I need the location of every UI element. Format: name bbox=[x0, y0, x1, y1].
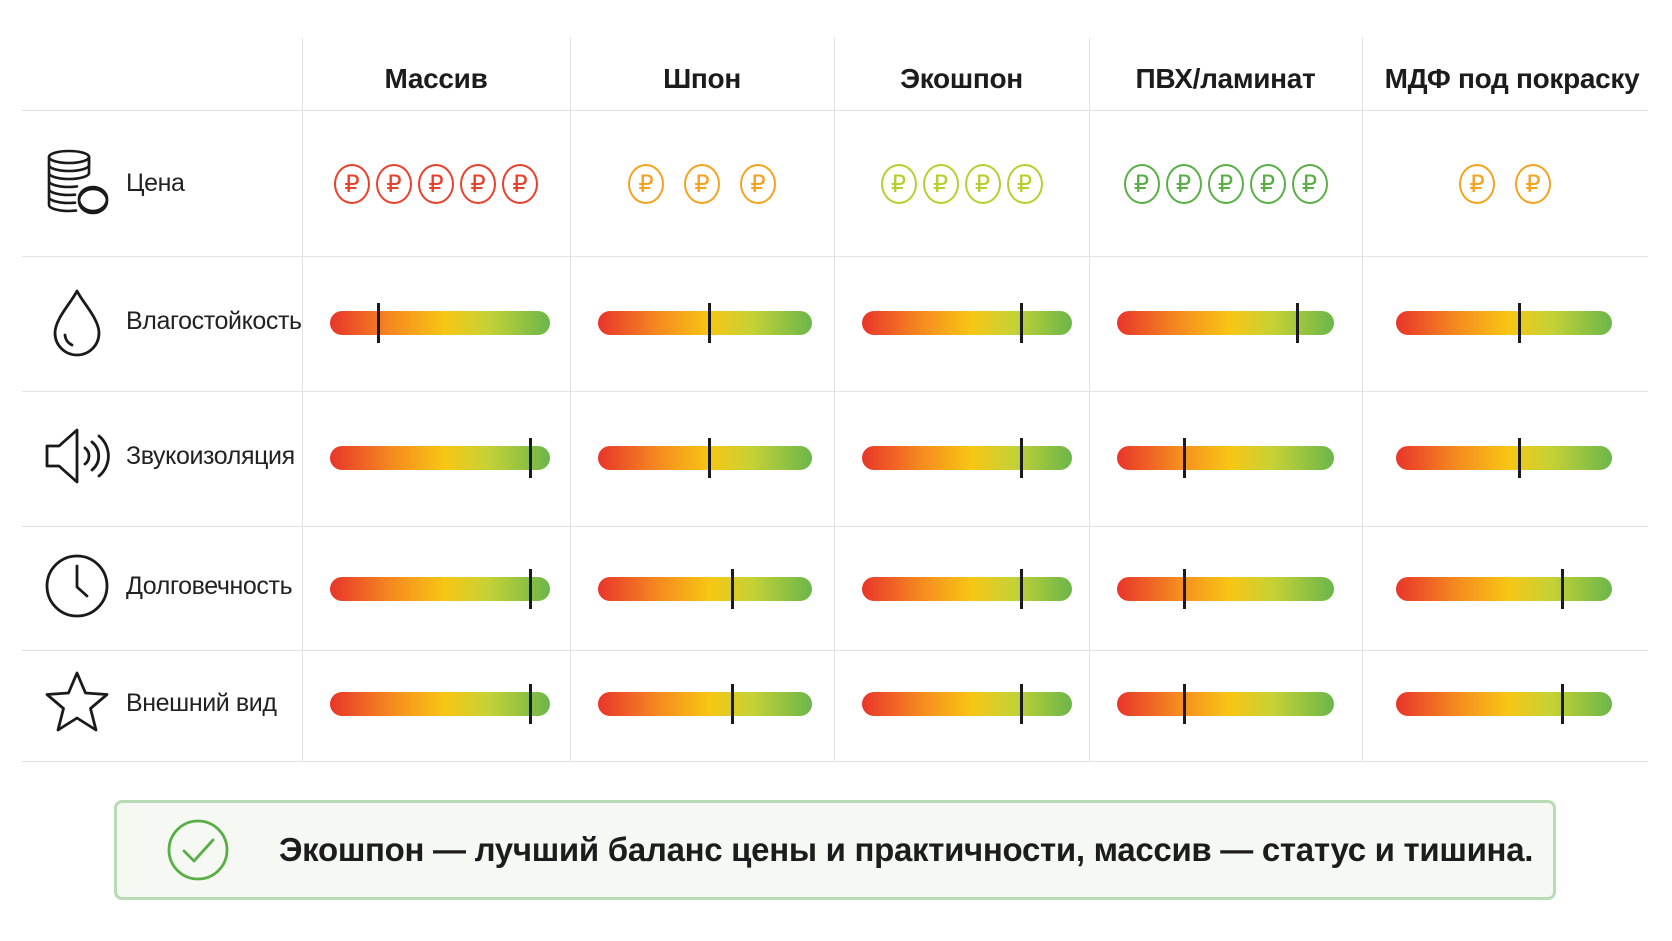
rating-marker bbox=[731, 684, 735, 724]
rating-scale-bar bbox=[1396, 438, 1612, 478]
column-header-massiv: Массив bbox=[384, 63, 488, 94]
conclusion-text: Экошпон — лучший баланс цены и практично… bbox=[279, 831, 1534, 868]
water-drop-icon bbox=[40, 284, 114, 358]
row-label-sound-insulation: Звукоизоляция bbox=[40, 419, 295, 493]
row-divider bbox=[22, 526, 1648, 527]
rating-marker bbox=[1517, 303, 1521, 343]
rating-marker bbox=[1560, 569, 1564, 609]
rating-scale-bar bbox=[1117, 684, 1334, 724]
ruble-coin-icon: ₽ bbox=[1459, 164, 1495, 204]
ruble-coin-icon: ₽ bbox=[376, 164, 412, 204]
ruble-coin-icon: ₽ bbox=[684, 164, 720, 204]
rating-scale-bar bbox=[1117, 303, 1334, 343]
rating-marker bbox=[1182, 684, 1186, 724]
row-label-durability: Долговечность bbox=[40, 549, 295, 623]
ruble-coin-icon: ₽ bbox=[1006, 164, 1043, 204]
price-rating-massiv: ₽ ₽ ₽ ₽ ₽ bbox=[302, 162, 570, 206]
rating-marker bbox=[731, 569, 735, 609]
ruble-coin-icon: ₽ bbox=[964, 164, 1001, 204]
rating-scale-bar bbox=[330, 684, 550, 724]
ruble-coin-icon: ₽ bbox=[334, 164, 370, 204]
rating-marker bbox=[1020, 569, 1024, 609]
rating-scale-bar bbox=[1117, 438, 1334, 478]
header-divider bbox=[22, 110, 1648, 111]
rating-marker bbox=[1517, 438, 1521, 478]
rating-marker bbox=[1020, 438, 1024, 478]
column-header-shpon: Шпон bbox=[663, 63, 741, 94]
price-rating-mdf: ₽ ₽ bbox=[1362, 162, 1648, 206]
row-label-price: Цена bbox=[40, 146, 295, 220]
row-divider bbox=[22, 391, 1648, 392]
rating-scale-bar bbox=[1396, 303, 1612, 343]
rating-scale-bar bbox=[1117, 569, 1334, 609]
price-rating-ekoshpon: ₽ ₽ ₽ ₽ bbox=[834, 162, 1089, 206]
row-divider bbox=[22, 256, 1648, 257]
column-divider bbox=[1362, 38, 1363, 761]
rating-scale-bar bbox=[330, 438, 550, 478]
table-bottom-border bbox=[22, 761, 1648, 762]
ruble-coin-icon: ₽ bbox=[1515, 164, 1551, 204]
column-divider bbox=[570, 38, 571, 761]
rating-marker bbox=[376, 303, 380, 343]
rating-marker bbox=[528, 684, 532, 724]
ruble-coin-icon: ₽ bbox=[880, 164, 917, 204]
row-label-appearance: Внешний вид bbox=[40, 666, 295, 740]
speaker-icon bbox=[40, 419, 114, 493]
rating-scale-bar bbox=[598, 569, 812, 609]
rating-scale-bar bbox=[330, 569, 550, 609]
price-rating-pvh: ₽ ₽ ₽ ₽ ₽ bbox=[1089, 162, 1362, 206]
rating-scale-bar bbox=[862, 438, 1072, 478]
rating-marker bbox=[1182, 569, 1186, 609]
conclusion-banner: Экошпон — лучший баланс цены и практично… bbox=[114, 800, 1556, 900]
rating-scale-bar bbox=[598, 684, 812, 724]
rating-scale-bar bbox=[1396, 569, 1612, 609]
checkmark-circle-icon bbox=[167, 819, 229, 881]
rating-scale-bar bbox=[862, 303, 1072, 343]
rating-scale-bar bbox=[862, 684, 1072, 724]
rating-scale-bar bbox=[598, 303, 812, 343]
rating-scale-bar bbox=[862, 569, 1072, 609]
coins-stack-icon bbox=[40, 146, 114, 220]
ruble-coin-icon: ₽ bbox=[740, 164, 776, 204]
column-header-ekoshpon: Экошпон bbox=[900, 63, 1023, 94]
column-header-mdf: МДФ под покраску bbox=[1384, 63, 1640, 94]
rating-scale-bar bbox=[598, 438, 812, 478]
column-divider bbox=[834, 38, 835, 761]
rating-marker bbox=[1020, 684, 1024, 724]
ruble-coin-icon: ₽ bbox=[1165, 164, 1202, 204]
ruble-coin-icon: ₽ bbox=[1249, 164, 1286, 204]
rating-marker bbox=[1182, 438, 1186, 478]
ruble-coin-icon: ₽ bbox=[628, 164, 664, 204]
row-divider bbox=[22, 650, 1648, 651]
column-header-pvh: ПВХ/ламинат bbox=[1135, 63, 1316, 94]
column-divider bbox=[1089, 38, 1090, 761]
star-icon bbox=[40, 666, 114, 740]
rating-marker bbox=[528, 438, 532, 478]
clock-icon bbox=[40, 549, 114, 623]
rating-marker bbox=[707, 438, 711, 478]
rating-marker bbox=[1020, 303, 1024, 343]
ruble-coin-icon: ₽ bbox=[1123, 164, 1160, 204]
column-divider bbox=[302, 38, 303, 761]
rating-scale-bar bbox=[1396, 684, 1612, 724]
ruble-coin-icon: ₽ bbox=[1207, 164, 1244, 204]
row-label-water-resistance: Влагостойкость bbox=[40, 284, 302, 358]
rating-marker bbox=[707, 303, 711, 343]
ruble-coin-icon: ₽ bbox=[1291, 164, 1328, 204]
ruble-coin-icon: ₽ bbox=[418, 164, 454, 204]
rating-marker bbox=[1295, 303, 1299, 343]
ruble-coin-icon: ₽ bbox=[922, 164, 959, 204]
rating-scale-bar bbox=[330, 303, 550, 343]
ruble-coin-icon: ₽ bbox=[460, 164, 496, 204]
ruble-coin-icon: ₽ bbox=[502, 164, 538, 204]
rating-marker bbox=[528, 569, 532, 609]
rating-marker bbox=[1560, 684, 1564, 724]
price-rating-shpon: ₽ ₽ ₽ bbox=[570, 162, 834, 206]
